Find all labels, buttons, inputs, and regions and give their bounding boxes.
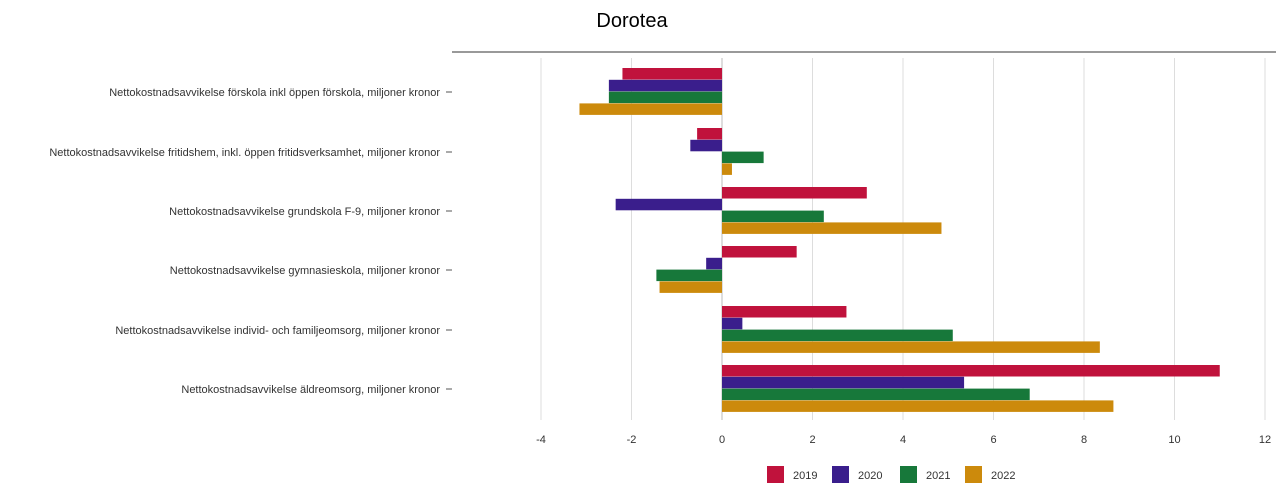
- legend-swatch: [965, 466, 982, 483]
- x-tick-label: 8: [1081, 434, 1087, 446]
- category-labels: Nettokostnadsavvikelse förskola inkl öpp…: [49, 87, 452, 396]
- category-label: Nettokostnadsavvikelse äldreomsorg, milj…: [181, 384, 440, 396]
- legend-swatch: [900, 466, 917, 483]
- bar-2022: [722, 341, 1100, 353]
- chart-title: Dorotea: [596, 10, 668, 32]
- bar-series: [579, 68, 1220, 412]
- x-tick-label: 4: [900, 434, 906, 446]
- bar-2019: [722, 365, 1220, 377]
- x-tick-label: 2: [809, 434, 815, 446]
- x-tick-label: 12: [1259, 434, 1271, 446]
- x-tick-label: -4: [536, 434, 546, 446]
- category-label: Nettokostnadsavvikelse individ- och fami…: [115, 325, 440, 337]
- bar-2020: [608, 79, 722, 92]
- x-tick-label: 10: [1168, 434, 1180, 446]
- legend-swatch: [832, 466, 849, 483]
- legend-label: 2019: [793, 470, 817, 482]
- legend-label: 2021: [926, 470, 950, 482]
- bar-2020: [615, 198, 722, 211]
- bar-2021: [722, 210, 824, 223]
- bar-2021: [608, 91, 722, 104]
- bar-2020: [706, 257, 722, 270]
- category-label: Nettokostnadsavvikelse gymnasieskola, mi…: [170, 265, 441, 277]
- x-tick-label: 0: [719, 434, 725, 446]
- bar-2022: [659, 281, 722, 293]
- bar-2020: [690, 139, 722, 152]
- bar-2021: [722, 329, 953, 342]
- category-label: Nettokostnadsavvikelse fritidshem, inkl.…: [49, 147, 440, 159]
- bar-2022: [579, 103, 722, 115]
- bar-2019: [722, 246, 797, 258]
- legend-label: 2020: [858, 470, 882, 482]
- x-axis-ticks: -4 -2 0 2 4 6 8 10 12: [536, 434, 1271, 446]
- legend-swatch: [767, 466, 784, 483]
- category-label: Nettokostnadsavvikelse grundskola F-9, m…: [169, 206, 440, 218]
- x-tick-label: -2: [627, 434, 637, 446]
- bar-2019: [622, 68, 722, 80]
- gridlines: [540, 58, 1266, 420]
- bar-2022: [722, 400, 1114, 412]
- bar-2021: [656, 269, 722, 282]
- bar-2019: [697, 128, 722, 140]
- x-tick-label: 6: [990, 434, 996, 446]
- bar-2021: [722, 388, 1030, 401]
- legend-label: 2022: [991, 470, 1015, 482]
- category-label: Nettokostnadsavvikelse förskola inkl öpp…: [109, 87, 440, 99]
- bar-2021: [722, 151, 764, 164]
- bar-2019: [722, 306, 847, 318]
- bar-2022: [722, 163, 732, 175]
- bar-2020: [722, 317, 743, 330]
- bar-2020: [722, 376, 965, 389]
- legend: 2019 2020 2021 2022: [767, 466, 1015, 483]
- bar-2022: [722, 222, 942, 234]
- bar-2019: [722, 187, 867, 199]
